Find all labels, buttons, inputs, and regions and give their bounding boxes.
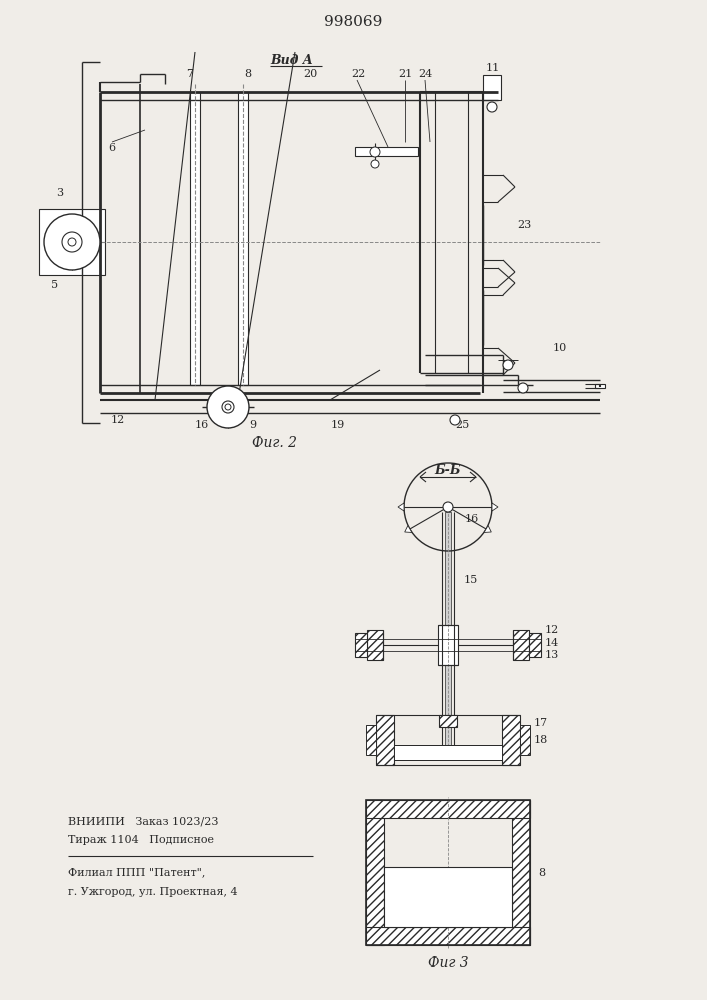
- Text: Б-Б: Б-Б: [435, 464, 461, 477]
- Bar: [384, 867, 512, 927]
- Polygon shape: [492, 503, 498, 511]
- Bar: [483, 75, 501, 100]
- Bar: [513, 630, 529, 660]
- Text: 22: 22: [351, 69, 365, 79]
- Bar: [366, 800, 384, 945]
- Text: 6: 6: [108, 143, 115, 153]
- Text: 19: 19: [331, 420, 345, 430]
- Text: 12: 12: [545, 625, 559, 635]
- Text: Вид A: Вид A: [271, 53, 313, 66]
- Text: 13: 13: [545, 650, 559, 660]
- Bar: [366, 927, 530, 945]
- Bar: [438, 625, 458, 665]
- Text: 998069: 998069: [324, 15, 382, 29]
- Text: 16: 16: [465, 514, 479, 524]
- Circle shape: [68, 238, 76, 246]
- Polygon shape: [398, 503, 404, 511]
- Text: 21: 21: [398, 69, 412, 79]
- Text: 3: 3: [57, 188, 64, 198]
- Text: Тираж 1104   Подписное: Тираж 1104 Подписное: [68, 835, 214, 845]
- Circle shape: [371, 160, 379, 168]
- Text: 23: 23: [517, 220, 531, 230]
- Bar: [355, 147, 418, 156]
- Bar: [394, 745, 502, 760]
- Bar: [445, 512, 451, 750]
- Circle shape: [62, 232, 82, 252]
- Bar: [366, 800, 530, 945]
- Bar: [190, 92, 200, 385]
- Circle shape: [450, 415, 460, 425]
- Bar: [39, 209, 105, 275]
- Circle shape: [443, 502, 453, 512]
- Circle shape: [207, 386, 249, 428]
- Text: 17: 17: [534, 718, 548, 728]
- Text: 11: 11: [486, 63, 500, 73]
- Text: 7: 7: [187, 69, 194, 79]
- Circle shape: [487, 102, 497, 112]
- Text: 25: 25: [455, 420, 469, 430]
- Polygon shape: [484, 526, 491, 532]
- Bar: [502, 715, 520, 765]
- Bar: [512, 800, 530, 945]
- Bar: [238, 92, 248, 385]
- Bar: [439, 715, 457, 727]
- Text: 8: 8: [245, 69, 252, 79]
- Text: 9: 9: [250, 420, 257, 430]
- Bar: [520, 725, 530, 755]
- Bar: [529, 633, 541, 657]
- Circle shape: [225, 404, 231, 410]
- Text: 24: 24: [418, 69, 432, 79]
- Bar: [595, 384, 605, 388]
- Text: 16: 16: [195, 420, 209, 430]
- Text: г. Ужгород, ул. Проектная, 4: г. Ужгород, ул. Проектная, 4: [68, 887, 238, 897]
- Text: 5: 5: [52, 280, 59, 290]
- Text: Фиг 3: Фиг 3: [428, 956, 468, 970]
- Text: 20: 20: [303, 69, 317, 79]
- Circle shape: [518, 383, 528, 393]
- Text: Фиг. 2: Фиг. 2: [252, 436, 298, 450]
- Text: 12: 12: [111, 415, 125, 425]
- Bar: [376, 715, 394, 765]
- Bar: [366, 725, 376, 755]
- Circle shape: [44, 214, 100, 270]
- Circle shape: [503, 360, 513, 370]
- Bar: [366, 800, 530, 818]
- Text: 18: 18: [534, 735, 548, 745]
- Bar: [355, 633, 367, 657]
- Circle shape: [370, 147, 380, 157]
- Text: 14: 14: [545, 638, 559, 648]
- Text: 8: 8: [538, 868, 545, 878]
- Text: 15: 15: [464, 575, 478, 585]
- Bar: [367, 630, 383, 660]
- Text: Филиал ППП "Патент",: Филиал ППП "Патент",: [68, 867, 205, 877]
- Circle shape: [222, 401, 234, 413]
- Text: 10: 10: [553, 343, 567, 353]
- Text: ВНИИПИ   Заказ 1023/23: ВНИИПИ Заказ 1023/23: [68, 817, 218, 827]
- Polygon shape: [404, 526, 412, 532]
